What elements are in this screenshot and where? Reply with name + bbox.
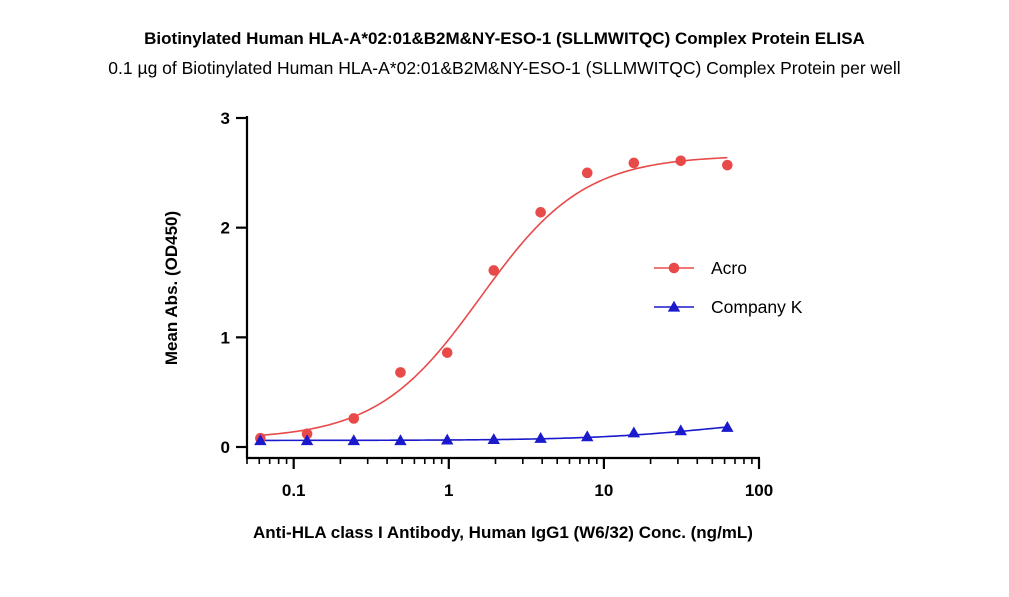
legend-label: Acro [711, 258, 747, 278]
x-tick-label: 0.1 [282, 481, 306, 500]
x-ticks: 0.1 1 10 100 [246, 458, 773, 500]
x-tick-label: 100 [745, 481, 773, 500]
data-point-company-k [721, 421, 734, 432]
data-point-company-k [441, 433, 454, 445]
x-axis-label: Anti-HLA class I Antibody, Human IgG1 (W… [253, 523, 753, 542]
data-point-acro [722, 159, 733, 171]
legend-label: Company K [711, 297, 803, 317]
x-tick-label: 10 [594, 481, 613, 500]
y-tick-label: 0 [221, 438, 230, 457]
data-point-acro [395, 367, 406, 378]
data-point-company-k [300, 434, 314, 446]
fit-curve-acro [260, 156, 728, 437]
x-tick-label: 1 [444, 481, 453, 500]
y-tick-label: 2 [221, 219, 230, 238]
data-point-company-k [487, 433, 500, 444]
data-points [254, 155, 734, 446]
y-tick-label: 3 [221, 109, 230, 128]
chart-subtitle: 0.1 µg of Biotinylated Human HLA-A*02:01… [108, 58, 901, 78]
data-point-company-k [394, 434, 407, 446]
data-point-company-k [581, 430, 594, 442]
data-point-acro [488, 265, 500, 276]
chart-title: Biotinylated Human HLA-A*02:01&B2M&NY-ES… [144, 29, 865, 48]
y-axis-label: Mean Abs. (OD450) [162, 211, 181, 365]
data-point-acro [301, 428, 313, 440]
fit-curves [260, 156, 728, 442]
axes [245, 116, 760, 460]
data-point-acro [581, 167, 593, 179]
data-point-acro [348, 413, 360, 424]
data-point-company-k [254, 434, 267, 446]
data-point-acro [675, 155, 687, 167]
data-point-acro [535, 207, 546, 218]
data-point-company-k [627, 426, 641, 438]
legend-marker [668, 262, 680, 274]
data-point-company-k [347, 434, 360, 446]
data-point-company-k [674, 424, 687, 436]
y-tick-label: 1 [221, 328, 230, 347]
data-point-company-k [534, 432, 547, 443]
legend-marker [667, 300, 681, 312]
legend: Acro Company K [654, 258, 803, 317]
data-point-acro [441, 347, 453, 358]
data-point-acro [628, 157, 640, 169]
y-ticks: 0 1 2 3 [221, 109, 247, 457]
